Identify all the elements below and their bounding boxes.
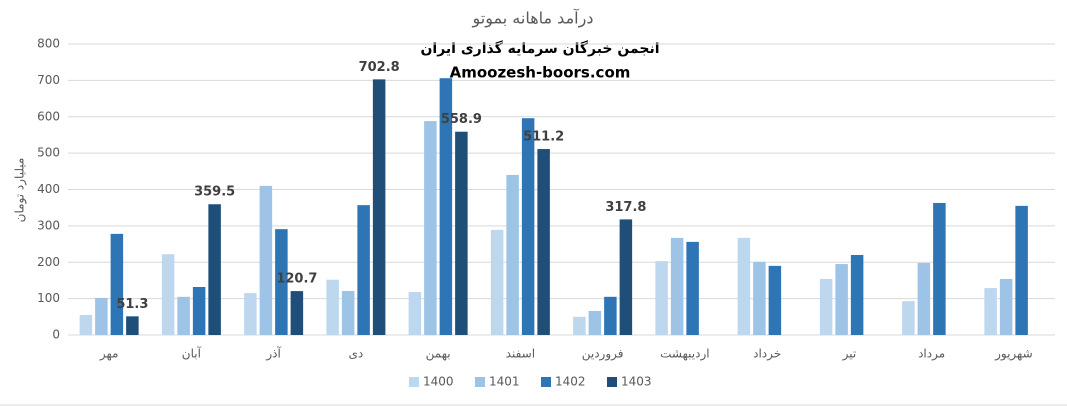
bar bbox=[357, 205, 370, 335]
bar bbox=[275, 229, 288, 335]
watermark: انجمن خبرگان سرمایه گذاری ایران bbox=[420, 40, 659, 57]
bar bbox=[95, 297, 108, 335]
x-tick-label: بهمن bbox=[426, 347, 451, 362]
bar bbox=[490, 229, 504, 335]
legend-swatch bbox=[409, 377, 419, 387]
bar bbox=[259, 185, 273, 335]
y-tick-label: 100 bbox=[37, 291, 60, 305]
legend-swatch bbox=[475, 377, 485, 387]
bar bbox=[341, 290, 355, 335]
bar bbox=[424, 121, 437, 336]
bar bbox=[819, 278, 833, 335]
bar bbox=[933, 202, 946, 335]
bar bbox=[753, 261, 766, 335]
bar bbox=[290, 291, 304, 335]
bar bbox=[110, 233, 124, 335]
bar bbox=[588, 310, 602, 335]
x-tick-label: دی bbox=[349, 347, 364, 361]
bar bbox=[521, 118, 535, 335]
y-tick-label: 600 bbox=[37, 109, 60, 123]
bar bbox=[1015, 205, 1028, 335]
legend-swatch bbox=[607, 377, 617, 387]
x-tick-label: خرداد bbox=[753, 347, 781, 362]
bar bbox=[177, 296, 190, 335]
y-tick-label: 500 bbox=[37, 146, 60, 160]
bar bbox=[573, 316, 586, 335]
x-tick-label: شهریور bbox=[994, 347, 1033, 362]
bar bbox=[655, 261, 668, 335]
bar bbox=[244, 293, 257, 335]
y-tick-label: 400 bbox=[37, 182, 60, 196]
legend-swatch bbox=[541, 377, 551, 387]
bar bbox=[917, 262, 931, 335]
y-tick-label: 200 bbox=[37, 255, 60, 269]
bar bbox=[604, 296, 617, 335]
x-tick-label: مرداد bbox=[918, 347, 945, 362]
x-tick-label: فروردین bbox=[582, 347, 624, 362]
data-label: 558.9 bbox=[441, 112, 482, 127]
bar bbox=[537, 149, 550, 335]
x-tick-label: آبان bbox=[182, 346, 202, 361]
bar bbox=[506, 174, 519, 335]
data-label: 317.8 bbox=[605, 200, 646, 215]
x-tick-label: آذر bbox=[265, 346, 281, 362]
bar bbox=[439, 78, 453, 335]
legend-label: 1401 bbox=[489, 375, 520, 389]
x-tick-label: اردیبهشت bbox=[660, 347, 709, 362]
bar bbox=[686, 241, 699, 335]
bar bbox=[126, 316, 139, 335]
bar bbox=[619, 219, 633, 335]
bar bbox=[326, 279, 339, 335]
bar bbox=[737, 237, 751, 335]
bar bbox=[208, 204, 221, 335]
bar bbox=[455, 131, 468, 335]
x-tick-label: اسفند bbox=[506, 347, 535, 361]
data-label: 359.5 bbox=[194, 185, 235, 200]
bar bbox=[372, 79, 386, 335]
bar bbox=[835, 264, 848, 335]
data-label: 702.8 bbox=[359, 60, 400, 75]
bar bbox=[192, 286, 206, 335]
bar bbox=[79, 314, 93, 335]
data-label: 120.7 bbox=[276, 272, 317, 287]
chart-title: درآمد ماهانه بموتو bbox=[472, 9, 594, 29]
bar bbox=[984, 288, 997, 335]
bar bbox=[768, 265, 782, 335]
y-tick-label: 700 bbox=[37, 73, 60, 87]
bar bbox=[999, 278, 1013, 335]
y-tick-label: 300 bbox=[37, 218, 60, 232]
bar bbox=[670, 237, 684, 335]
y-axis-label: میلیارد تومان bbox=[13, 158, 28, 223]
data-label: 511.2 bbox=[523, 130, 564, 145]
watermark: Amoozesh-boors.com bbox=[450, 64, 631, 82]
bar bbox=[850, 254, 864, 335]
legend-label: 1400 bbox=[423, 375, 454, 389]
bar bbox=[161, 254, 175, 335]
x-tick-label: مهر bbox=[99, 347, 119, 362]
bar bbox=[902, 301, 915, 335]
legend-label: 1402 bbox=[555, 375, 586, 389]
legend-label: 1403 bbox=[621, 375, 652, 389]
x-tick-label: تیر bbox=[842, 347, 857, 362]
y-tick-label: 800 bbox=[37, 37, 60, 51]
bar bbox=[408, 292, 422, 335]
y-tick-label: 0 bbox=[52, 328, 60, 342]
data-label: 51.3 bbox=[116, 297, 148, 312]
